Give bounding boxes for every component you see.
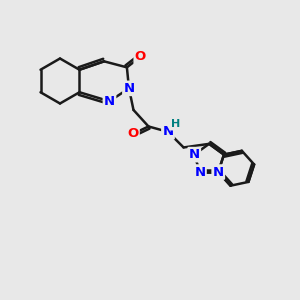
Text: N: N bbox=[189, 148, 200, 161]
Text: O: O bbox=[135, 50, 146, 63]
Text: N: N bbox=[162, 125, 173, 138]
Text: N: N bbox=[123, 82, 134, 95]
Text: H: H bbox=[171, 119, 180, 129]
Text: N: N bbox=[104, 95, 115, 108]
Text: N: N bbox=[194, 166, 206, 178]
Text: O: O bbox=[127, 128, 139, 140]
Text: N: N bbox=[213, 166, 224, 178]
